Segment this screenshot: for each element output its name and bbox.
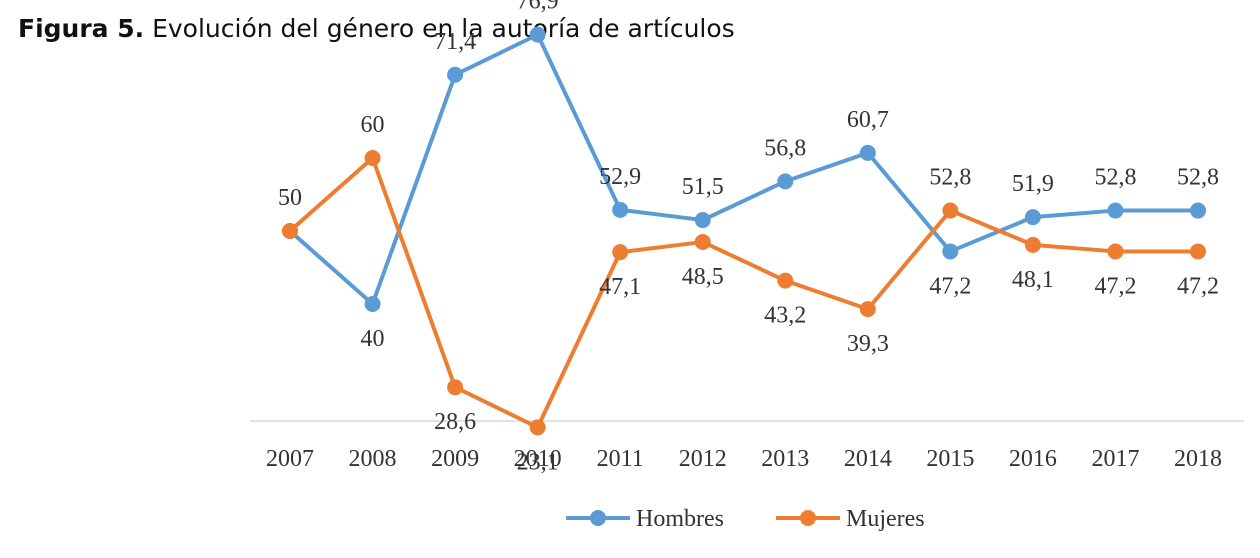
data-label: 52,9 <box>599 164 641 190</box>
data-point <box>1107 243 1124 260</box>
x-axis: 2007 2008 2009 2010 2011 2012 2013 2014 2015 2016… <box>250 420 1244 472</box>
data-point <box>942 243 959 260</box>
data-point <box>859 301 876 318</box>
data-point <box>694 212 711 229</box>
x-tick-label: 2017 <box>1091 446 1139 472</box>
data-point <box>364 296 381 312</box>
data-point <box>777 272 794 289</box>
data-label: 51,9 <box>1012 171 1054 197</box>
data-label: 52,8 <box>1177 165 1219 191</box>
data-point <box>1107 202 1124 219</box>
x-tick-label: 2009 <box>431 446 479 472</box>
data-point <box>1024 209 1041 226</box>
data-label: 43,2 <box>764 303 806 329</box>
legend-label: Mujeres <box>846 506 925 532</box>
legend-marker <box>800 510 816 526</box>
x-tick-label: 2008 <box>349 446 397 472</box>
figure-number: Figura 5. <box>18 14 145 43</box>
data-label: 28,6 <box>434 409 476 435</box>
data-label: 48,1 <box>1012 267 1054 293</box>
series-line <box>288 32 1200 306</box>
legend-item-mujeres: Mujeres <box>776 506 925 532</box>
series-layer <box>282 26 1206 436</box>
series-line <box>288 156 1200 430</box>
data-label: 52,8 <box>1094 165 1136 191</box>
x-tick-label: 2011 <box>597 446 644 472</box>
data-point <box>529 419 546 436</box>
x-tick-label: 2007 <box>266 446 314 472</box>
legend-marker <box>590 510 606 526</box>
x-tick-label: 2015 <box>926 446 974 472</box>
data-label: 60,7 <box>847 107 889 133</box>
x-tick-label: 2010 <box>514 446 562 472</box>
data-label: 56,8 <box>764 135 806 161</box>
data-point <box>364 150 381 166</box>
data-label: 47,1 <box>599 274 641 300</box>
data-label: 48,5 <box>682 264 724 290</box>
data-label: 71,4 <box>434 29 476 55</box>
data-point <box>777 173 794 190</box>
x-tick-label: 2012 <box>679 446 727 472</box>
legend: Hombres Mujeres <box>566 506 925 532</box>
data-point <box>1190 202 1206 219</box>
x-tick-label: 2013 <box>761 446 809 472</box>
data-point <box>694 233 711 250</box>
data-point <box>529 26 546 43</box>
x-tick-label: 2016 <box>1009 446 1057 472</box>
data-label: 51,5 <box>682 174 724 200</box>
series-mujeres <box>282 150 1206 436</box>
data-point <box>1190 243 1206 260</box>
data-label: 47,2 <box>929 273 971 299</box>
data-point <box>447 379 464 396</box>
series-hombres <box>282 26 1206 312</box>
data-label: 47,2 <box>1177 273 1219 299</box>
x-tick-label: 2018 <box>1174 446 1222 472</box>
data-point <box>1024 236 1041 253</box>
data-point <box>282 223 298 239</box>
figure-title: Evolución del género en la autoría de ar… <box>152 14 735 43</box>
x-tick-label: 2014 <box>844 446 892 472</box>
data-label: 50 <box>278 185 302 211</box>
data-label: 39,3 <box>847 331 889 357</box>
data-label: 23,1 <box>517 449 559 475</box>
data-label: 40 <box>361 326 385 352</box>
data-point <box>859 144 876 161</box>
data-label: 60 <box>361 112 385 138</box>
data-point <box>612 201 629 218</box>
legend-label: Hombres <box>636 506 724 532</box>
data-point <box>447 66 464 83</box>
data-labels: 40 71,4 76,9 52,9 51,5 56,8 60,7 47,2 51,9 52,8 52… <box>278 0 1219 475</box>
data-label: 47,2 <box>1094 273 1136 299</box>
data-point <box>942 202 959 219</box>
data-label: 52,8 <box>929 165 971 191</box>
legend-item-hombres: Hombres <box>566 506 724 532</box>
figure-caption: Figura 5. Evolución del género en la aut… <box>18 14 735 43</box>
data-label: 76,9 <box>517 0 559 15</box>
data-point <box>612 244 629 261</box>
